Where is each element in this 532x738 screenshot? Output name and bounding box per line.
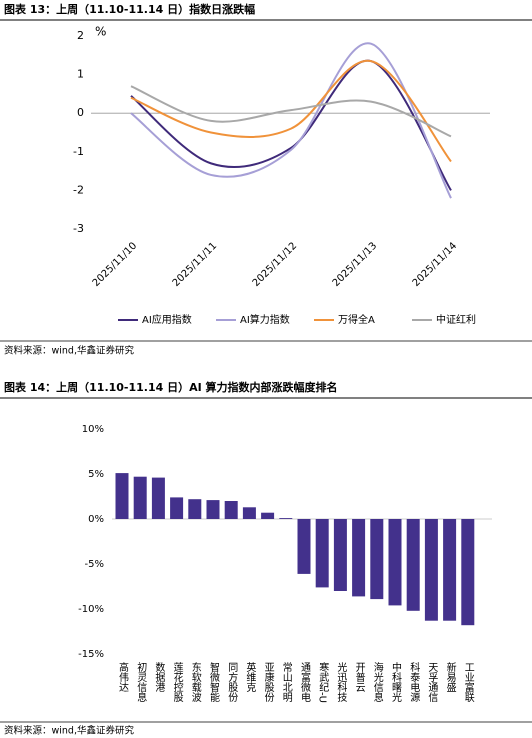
x-tick-label: 亚康股份 xyxy=(262,662,274,703)
bar xyxy=(151,477,165,519)
series-line xyxy=(130,60,452,163)
x-tick-label: 2025/11/10 xyxy=(91,240,140,289)
x-tick-label: 海光信息 xyxy=(371,661,383,702)
bar xyxy=(133,476,147,519)
x-tick-label: 常山北明 xyxy=(280,661,292,703)
bar xyxy=(242,507,256,519)
bar xyxy=(188,499,202,519)
x-tick-label: 2025/11/13 xyxy=(331,240,380,289)
bar xyxy=(224,501,238,519)
bar xyxy=(170,497,184,519)
x-tick-label: 通富微电 xyxy=(299,662,311,702)
y-tick-label: 1 xyxy=(77,68,84,81)
chart-title: 图表 13：上周（11.10-11.14 日）指数日涨跌幅 xyxy=(4,2,255,16)
y-tick-label: 5% xyxy=(88,469,104,480)
legend-label: 万得全A xyxy=(338,313,375,326)
bar xyxy=(443,519,457,621)
x-tick-label: 光迅科技 xyxy=(335,661,347,703)
y-unit: % xyxy=(95,25,106,39)
x-tick-label: 开普云 xyxy=(353,662,365,693)
y-tick-label: -5% xyxy=(85,559,104,570)
x-tick-label: 数据港 xyxy=(153,661,165,692)
bar xyxy=(461,519,475,626)
x-tick-label: 英维克 xyxy=(244,661,256,693)
y-tick-label: -15% xyxy=(78,649,104,660)
bar xyxy=(352,519,366,597)
bar xyxy=(261,512,275,519)
y-tick-label: 0% xyxy=(88,514,104,525)
x-tick-label: 寒武纪-U xyxy=(317,661,329,703)
series-line xyxy=(130,85,452,138)
legend-label: AI算力指数 xyxy=(240,313,290,326)
y-tick-label: -3 xyxy=(73,222,84,235)
legend-label: AI应用指数 xyxy=(142,313,192,326)
x-tick-label: 同方股份 xyxy=(226,662,238,703)
x-tick-label: 2025/11/12 xyxy=(251,240,300,289)
source: 资料来源：wind,华鑫证券研究 xyxy=(4,725,134,737)
bar xyxy=(333,519,347,591)
x-tick-label: 智微智能 xyxy=(208,661,220,703)
bar xyxy=(279,518,293,519)
x-tick-label: 天孚通信 xyxy=(426,662,438,703)
x-tick-label: 高伟达 xyxy=(117,661,129,692)
y-tick-label: -2 xyxy=(73,183,84,196)
bar xyxy=(297,519,311,574)
bar xyxy=(424,519,438,621)
x-tick-label: 新易盛 xyxy=(444,661,456,692)
y-tick-label: 10% xyxy=(82,424,104,435)
x-tick-label: 莲花控股 xyxy=(171,662,183,703)
bar xyxy=(206,500,220,519)
y-tick-label: -1 xyxy=(73,145,84,158)
chart-title: 图表 14：上周（11.10-11.14 日）AI 算力指数内部涨跌幅度排名 xyxy=(4,380,338,394)
legend-label: 中证红利 xyxy=(436,313,476,326)
x-tick-label: 中科曙光 xyxy=(390,661,402,703)
bar xyxy=(315,519,329,588)
x-tick-label: 2025/11/14 xyxy=(411,240,460,289)
bar xyxy=(388,519,402,606)
x-tick-label: 2025/11/11 xyxy=(171,240,220,289)
x-tick-label: 工业富联 xyxy=(462,662,474,703)
bar xyxy=(115,473,129,519)
x-tick-label: 东软载波 xyxy=(189,661,201,703)
y-tick-label: 0 xyxy=(77,106,84,119)
series-line xyxy=(130,59,452,191)
x-tick-label: 初灵信息 xyxy=(135,661,147,702)
bar xyxy=(370,519,384,600)
bar xyxy=(406,519,420,611)
y-tick-label: -10% xyxy=(78,604,104,615)
x-tick-label: 科泰电源 xyxy=(408,661,420,703)
y-tick-label: 2 xyxy=(77,29,84,42)
source: 资料来源：wind,华鑫证券研究 xyxy=(4,345,134,357)
